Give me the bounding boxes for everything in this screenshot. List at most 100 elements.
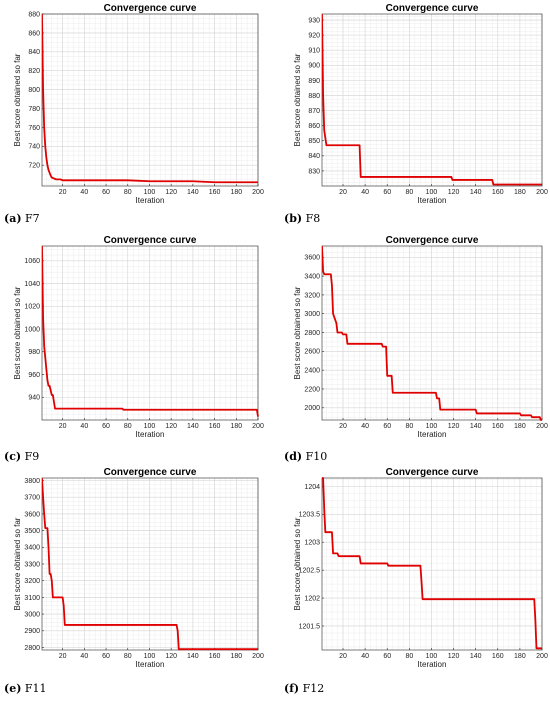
y-tick-label: 720 xyxy=(28,163,40,170)
x-tick-label: 160 xyxy=(209,189,221,196)
x-tick-label: 80 xyxy=(405,189,413,196)
x-tick-label: 100 xyxy=(426,653,438,660)
x-axis-label: Iteration xyxy=(136,430,165,439)
y-tick-label: 3000 xyxy=(24,611,40,618)
caption-a: (a) F7 xyxy=(4,212,40,225)
x-tick-label: 80 xyxy=(124,423,132,430)
x-tick-label: 180 xyxy=(514,653,526,660)
y-tick-label: 940 xyxy=(28,395,40,402)
x-tick-label: 200 xyxy=(536,423,548,430)
y-axis-label: Best score obtained so far xyxy=(293,53,302,146)
x-tick-label: 40 xyxy=(80,423,88,430)
y-tick-label: 1000 xyxy=(24,326,40,333)
x-tick-label: 80 xyxy=(405,423,413,430)
y-tick-label: 3400 xyxy=(24,545,40,552)
x-tick-label: 60 xyxy=(383,653,391,660)
x-tick-label: 40 xyxy=(361,423,369,430)
x-tick-label: 60 xyxy=(102,423,110,430)
chart-title: Convergence curve xyxy=(104,467,197,478)
y-tick-label: 1201.5 xyxy=(299,623,321,630)
grid-lines xyxy=(42,13,259,186)
x-tick-label: 20 xyxy=(339,423,347,430)
chart-svg: 20 40 60 80 100 120 140 160 180 200 830 840 850 860 87… xyxy=(293,3,548,205)
x-tick-label: 20 xyxy=(59,653,67,660)
x-tick-label: 100 xyxy=(144,423,156,430)
y-tick-label: 870 xyxy=(308,108,320,115)
x-tick-label: 20 xyxy=(59,189,67,196)
chart-svg: 20 40 60 80 100 120 140 160 180 200 940 960 980 1000 1… xyxy=(13,235,264,439)
y-tick-label: 2600 xyxy=(304,349,320,356)
y-axis-label: Best score obtained so far xyxy=(293,286,302,379)
y-tick-label: 3700 xyxy=(24,495,40,502)
y-tick-label: 920 xyxy=(308,33,320,40)
chart-panel-f11: 20 40 60 80 100 120 140 160 180 200 2800 2900 3000 31… xyxy=(0,464,275,696)
y-tick-label: 900 xyxy=(308,63,320,70)
x-tick-label: 120 xyxy=(448,423,460,430)
x-tick-label: 120 xyxy=(165,653,177,660)
y-axis-label: Best score obtained so far xyxy=(293,517,302,610)
y-tick-label: 1040 xyxy=(24,281,40,288)
x-tick-label: 200 xyxy=(536,189,548,196)
chart-svg: 20 40 60 80 100 120 140 160 180 200 2000 2200 2400 26… xyxy=(293,235,548,439)
x-tick-label: 20 xyxy=(59,423,67,430)
x-tick-label: 100 xyxy=(426,189,438,196)
y-tick-label: 3500 xyxy=(24,528,40,535)
y-tick-label: 820 xyxy=(28,68,40,75)
x-tick-label: 140 xyxy=(470,653,482,660)
x-tick-label: 120 xyxy=(165,189,177,196)
y-tick-label: 1202 xyxy=(304,595,320,602)
x-tick-label: 140 xyxy=(470,189,482,196)
y-tick-label: 3000 xyxy=(304,311,320,318)
x-tick-label: 80 xyxy=(124,189,132,196)
x-tick-label: 60 xyxy=(383,189,391,196)
x-tick-label: 100 xyxy=(144,189,156,196)
x-tick-label: 120 xyxy=(165,423,177,430)
convergence-line xyxy=(322,13,542,186)
chart-title: Convergence curve xyxy=(104,235,197,246)
x-tick-label: 160 xyxy=(209,423,221,430)
grid-lines xyxy=(42,478,259,650)
plot-frame xyxy=(41,245,259,421)
x-tick-label: 40 xyxy=(361,653,369,660)
y-tick-label: 760 xyxy=(28,125,40,132)
y-tick-label: 1202.5 xyxy=(299,568,321,575)
x-axis-label: Iteration xyxy=(418,430,447,439)
x-axis-label: Iteration xyxy=(136,196,165,205)
y-axis-label: Best score obtained so far xyxy=(13,286,22,379)
y-tick-label: 3200 xyxy=(24,578,40,585)
y-tick-label: 3400 xyxy=(304,273,320,280)
y-tick-label: 3800 xyxy=(24,478,40,485)
y-tick-label: 890 xyxy=(308,78,320,85)
y-tick-label: 2200 xyxy=(304,386,320,393)
chart-panel-f8: 20 40 60 80 100 120 140 160 180 200 830 840 850 860 87… xyxy=(275,0,550,232)
y-tick-label: 3100 xyxy=(24,595,40,602)
chart-panel-f10: 20 40 60 80 100 120 140 160 180 200 2000 2200 2400 26… xyxy=(275,232,550,464)
chart-panel-f7: 20 40 60 80 100 120 140 160 180 200 720 740 760 780 80… xyxy=(0,0,275,232)
caption-c: (c) F9 xyxy=(4,450,40,463)
caption-b: (b) F8 xyxy=(284,212,321,225)
x-tick-label: 140 xyxy=(187,189,199,196)
caption-d: (d) F10 xyxy=(284,450,328,463)
y-tick-label: 2800 xyxy=(304,330,320,337)
y-tick-label: 3200 xyxy=(304,292,320,299)
x-tick-label: 200 xyxy=(536,653,548,660)
x-tick-label: 20 xyxy=(339,189,347,196)
x-tick-label: 180 xyxy=(230,423,242,430)
plot-frame xyxy=(321,477,543,651)
x-tick-label: 60 xyxy=(383,423,391,430)
x-tick-label: 140 xyxy=(470,423,482,430)
x-tick-label: 100 xyxy=(426,423,438,430)
y-tick-label: 980 xyxy=(28,349,40,356)
caption-f: (f) F12 xyxy=(284,682,325,695)
y-axis-label: Best score obtained so far xyxy=(13,53,22,146)
grid-lines xyxy=(322,14,543,187)
x-tick-label: 160 xyxy=(209,653,221,660)
x-tick-label: 40 xyxy=(361,189,369,196)
y-tick-label: 780 xyxy=(28,106,40,113)
convergence-line xyxy=(42,245,259,417)
x-tick-label: 180 xyxy=(514,189,526,196)
x-tick-label: 60 xyxy=(102,189,110,196)
convergence-line xyxy=(42,477,258,651)
y-tick-label: 860 xyxy=(28,30,40,37)
chart-title: Convergence curve xyxy=(386,235,479,246)
